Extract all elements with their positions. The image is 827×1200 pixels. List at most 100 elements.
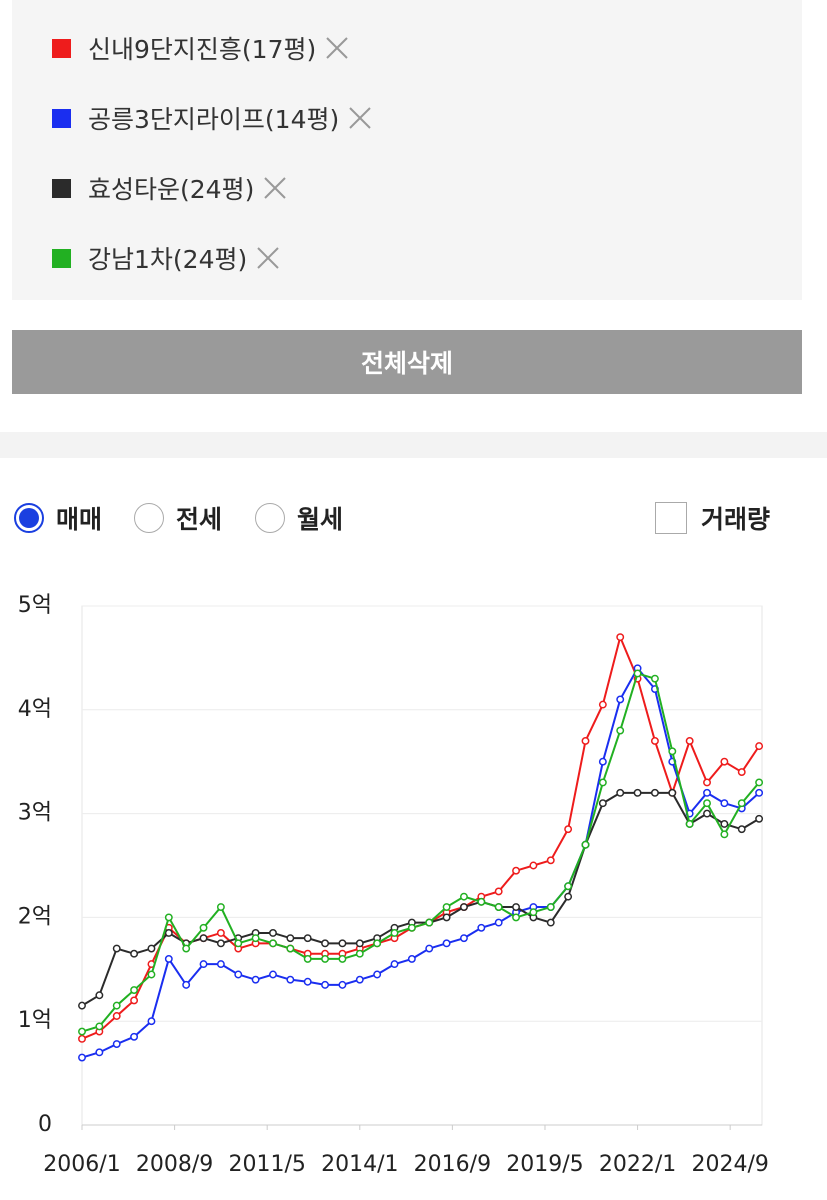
legend-item: 공릉3단지라이프(14평): [52, 98, 373, 138]
data-point: [512, 913, 520, 922]
data-point: [720, 820, 729, 828]
checkbox[interactable]: [655, 502, 687, 534]
data-point: [95, 1048, 104, 1057]
checkbox-label: 거래량: [701, 505, 771, 534]
data-point: [477, 923, 486, 932]
data-point: [147, 944, 156, 953]
data-point: [216, 960, 225, 969]
data-point: [286, 975, 295, 984]
data-point: [737, 825, 746, 834]
data-point: [373, 939, 382, 948]
legend-item: 효성타운(24평): [52, 168, 288, 208]
data-point: [182, 944, 191, 953]
series-line: [81, 666, 760, 1059]
data-point: [529, 861, 538, 870]
remove-icon[interactable]: [255, 245, 281, 271]
data-point: [303, 934, 312, 943]
radio[interactable]: 전세: [134, 500, 222, 536]
data-point: [755, 814, 764, 823]
data-point: [251, 934, 260, 943]
data-point: [442, 939, 451, 948]
data-point: [112, 1012, 121, 1020]
data-point: [616, 788, 625, 797]
data-point: [512, 903, 520, 911]
data-point: [737, 799, 746, 808]
data-point: [269, 970, 277, 979]
plot-area: [81, 605, 763, 1126]
data-point: [755, 788, 764, 797]
radio[interactable]: 매매: [14, 500, 102, 536]
data-point: [373, 970, 382, 979]
data-point: [321, 939, 330, 948]
data-point: [407, 954, 416, 963]
data-point: [442, 903, 451, 911]
remove-icon-stroke: [326, 37, 348, 59]
data-point: [633, 669, 642, 678]
delete-all-button[interactable]: 전체삭제: [12, 330, 802, 394]
data-point: [164, 913, 173, 922]
x-tick-label: 2016/9: [414, 1152, 491, 1177]
data-point: [407, 923, 416, 932]
data-point: [668, 747, 677, 756]
legend-swatch: [52, 108, 71, 128]
data-point: [703, 788, 711, 797]
legend-box: 신내9단지진흥(17평) 공릉3단지라이프(14평) 효성타운(24평) 강남1차(2…: [12, 0, 802, 300]
data-point: [703, 778, 711, 787]
data-point: [737, 768, 746, 777]
data-point: [321, 954, 330, 963]
y-tick-label: 3억: [18, 801, 52, 826]
chart: 0 1억 2억 3억 4억 5억 2006/1 2008/9 2011/5 2014/1 2016/…: [18, 593, 769, 1177]
data-point: [199, 934, 208, 943]
data-point: [494, 918, 503, 927]
data-point: [251, 975, 260, 984]
radio-label: 월세: [297, 505, 344, 534]
data-point: [216, 929, 225, 937]
data-point: [460, 892, 468, 901]
data-point: [199, 960, 208, 969]
data-point: [95, 991, 104, 1000]
data-point: [633, 788, 642, 797]
data-point: [112, 1040, 121, 1048]
data-point: [512, 866, 520, 875]
data-point: [130, 949, 139, 958]
data-point: [616, 726, 625, 735]
legend-label: 강남1차(24평): [88, 245, 248, 274]
data-point: [650, 674, 659, 683]
legend-label: 공릉3단지라이프(14평): [88, 105, 340, 134]
radio[interactable]: 월세: [255, 500, 343, 536]
x-tick-label: 2008/9: [136, 1152, 213, 1177]
data-point: [303, 954, 312, 963]
data-point: [269, 929, 277, 937]
data-point: [546, 918, 555, 927]
data-point: [546, 856, 555, 865]
x-tick-label: 2011/5: [228, 1152, 305, 1177]
data-point: [147, 1017, 156, 1026]
y-tick-label: 1억: [18, 1008, 52, 1033]
remove-icon[interactable]: [262, 175, 288, 201]
radio-label: 매매: [56, 505, 103, 534]
remove-icon-stroke: [257, 247, 279, 269]
radio-circle: [255, 503, 285, 533]
data-point: [78, 1027, 86, 1036]
data-point: [720, 830, 729, 839]
data-point: [685, 820, 694, 828]
data-point: [234, 939, 243, 948]
data-point: [130, 986, 139, 995]
data-point: [668, 788, 677, 797]
radio-dot: [19, 508, 39, 528]
data-point: [650, 736, 659, 745]
data-point: [355, 939, 364, 948]
remove-icon[interactable]: [347, 105, 373, 131]
remove-icon[interactable]: [324, 35, 350, 61]
data-point: [338, 954, 347, 963]
data-point: [338, 980, 347, 989]
data-point: [494, 903, 503, 911]
data-point: [598, 700, 607, 709]
data-point: [78, 1053, 86, 1062]
data-point: [130, 996, 139, 1005]
data-point: [269, 939, 277, 948]
data-point: [182, 980, 191, 989]
volume-toggle[interactable]: 거래량: [655, 500, 770, 536]
series-line: [81, 672, 760, 1033]
y-tick-label: 4억: [18, 697, 52, 722]
